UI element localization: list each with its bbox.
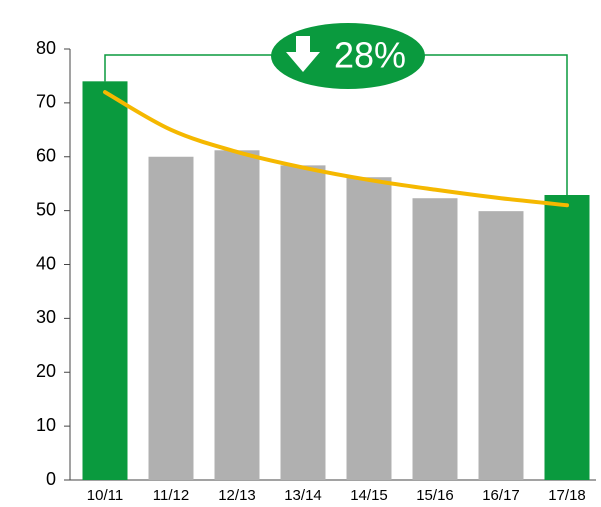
bar	[280, 165, 326, 480]
x-tick-label: 16/17	[482, 487, 520, 504]
x-tick-label: 11/12	[153, 487, 189, 504]
y-tick-label: 30	[36, 307, 56, 327]
y-tick-label: 10	[36, 415, 56, 435]
x-tick-label: 13/14	[284, 487, 322, 504]
x-tick-label: 14/15	[350, 487, 388, 504]
y-tick-label: 0	[46, 469, 56, 489]
bar	[346, 177, 392, 480]
bar	[214, 150, 260, 480]
y-tick-label: 80	[36, 38, 56, 58]
bar	[478, 211, 524, 480]
y-tick-label: 40	[36, 253, 56, 273]
y-tick-label: 20	[36, 361, 56, 381]
x-tick-label: 17/18	[548, 487, 586, 504]
bar	[412, 198, 458, 480]
x-tick-label: 10/11	[87, 487, 123, 504]
x-tick-label: 12/13	[218, 487, 256, 504]
x-tick-label: 15/16	[416, 487, 454, 504]
bar	[82, 81, 128, 480]
y-tick-label: 60	[36, 146, 56, 166]
bar	[148, 156, 194, 480]
y-tick-label: 70	[36, 92, 56, 112]
annotation-text: 28%	[334, 35, 406, 76]
bar	[544, 195, 590, 480]
down-arrow	[286, 36, 320, 72]
trend-line	[103, 90, 569, 208]
y-tick-label: 50	[36, 199, 56, 219]
